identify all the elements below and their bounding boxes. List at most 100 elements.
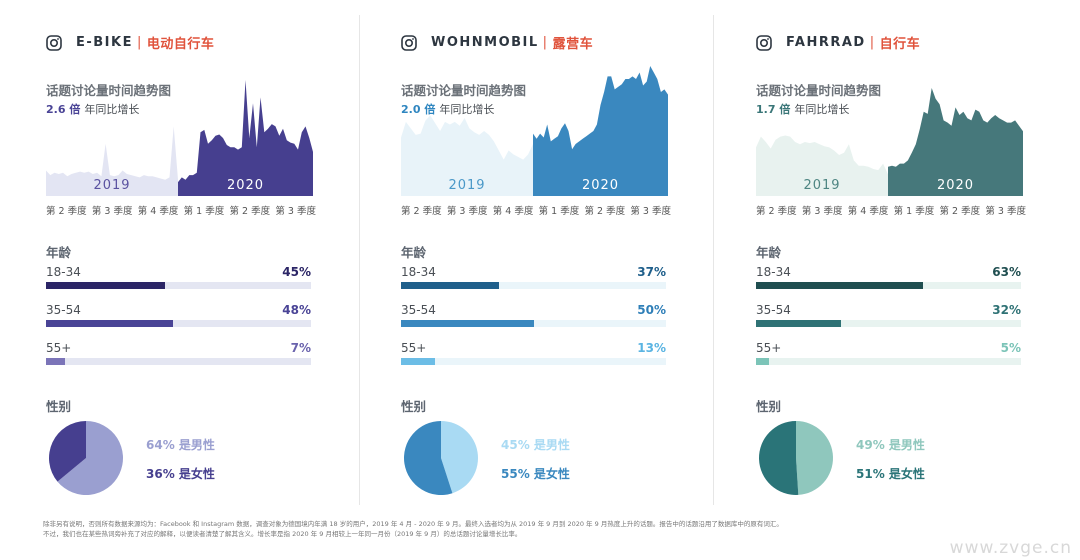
series-label-2020: 2020 — [582, 178, 619, 193]
pie-slice-female — [759, 421, 799, 495]
multiplier-label: 年同比增长 — [84, 103, 140, 116]
gender-legend-male: 49% 是男性 — [856, 438, 925, 452]
age-label: 55+ — [46, 341, 72, 355]
age-bar-track — [756, 358, 1021, 365]
panel-title: WOHNMOBIL | 露营车 — [401, 33, 593, 52]
instagram-icon — [401, 34, 417, 51]
age-label: 35-54 — [756, 303, 791, 317]
age-percent: 50% — [637, 303, 666, 317]
age-label: 18-34 — [401, 265, 436, 279]
x-tick-label: 第 1 季度 — [893, 206, 935, 217]
trend-title: 话题讨论量时间趋势图 — [401, 83, 527, 98]
x-tick-label: 第 1 季度 — [183, 206, 225, 217]
panel-title: E-BIKE | 电动自行车 — [46, 33, 214, 52]
age-label: 55+ — [401, 341, 427, 355]
age-percent: 37% — [637, 265, 666, 279]
panel-wohnmobil: WOHNMOBIL | 露营车 2019 2020 话题讨论量时间趋势图 2.0 倍年同比增… — [401, 0, 756, 500]
age-percent: 7% — [290, 341, 311, 355]
x-tick-label: 第 2 季度 — [756, 206, 797, 217]
x-tick-label: 第 3 季度 — [630, 206, 671, 217]
age-title: 年龄 — [401, 245, 427, 260]
title-cn: 自行车 — [879, 37, 921, 52]
series-label-2019: 2019 — [803, 178, 840, 193]
area-2020 — [533, 66, 668, 196]
age-percent: 5% — [1000, 341, 1021, 355]
instagram-icon — [46, 34, 62, 51]
x-tick-label: 第 3 季度 — [446, 206, 488, 217]
gender-pie-chart — [49, 421, 123, 495]
gender-title: 性别 — [46, 399, 72, 414]
age-label: 55+ — [756, 341, 782, 355]
gender-pie-chart — [404, 421, 478, 495]
gender-title: 性别 — [756, 399, 782, 414]
age-bar-fill — [756, 282, 923, 289]
x-tick-label: 第 4 季度 — [847, 206, 889, 217]
series-label-2019: 2019 — [448, 178, 485, 193]
gender-legend-female: 51% 是女性 — [856, 467, 925, 481]
yoy-growth: 2.6 倍年同比增长 — [46, 101, 139, 117]
gender-legend-male: 64% 是男性 — [146, 438, 215, 452]
pie-slice-male — [441, 421, 478, 494]
footnote-line-1: 除非另有说明，否则所有数据来源均为：Facebook 和 Instagram 数… — [43, 520, 783, 528]
title-en: FAHRRAD — [786, 35, 866, 50]
x-axis-labels: 第 2 季度第 3 季度第 4 季度第 1 季度第 2 季度第 3 季度 — [46, 203, 316, 217]
gender-pie-chart — [759, 421, 833, 495]
pie-slice-female — [49, 421, 86, 482]
gender-legend-male: 45% 是男性 — [501, 438, 570, 452]
gender-legend-female: 36% 是女性 — [146, 467, 215, 481]
footnote: 除非另有说明，否则所有数据来源均为：Facebook 和 Instagram 数… — [43, 519, 783, 539]
footnote-line-2: 不过，我们也在某些热词旁补充了对应的解释，以便读者清楚了解其含义。增长率是指 2… — [43, 530, 522, 538]
title-separator: | — [869, 35, 876, 50]
x-tick-label: 第 3 季度 — [275, 206, 316, 217]
area-2019 — [46, 126, 178, 196]
panel-title: FAHRRAD | 自行车 — [756, 33, 920, 52]
age-bar-fill — [401, 320, 534, 327]
divider — [359, 15, 360, 505]
age-bar-track — [756, 282, 1021, 289]
x-tick-label: 第 1 季度 — [538, 206, 580, 217]
age-label: 35-54 — [401, 303, 436, 317]
pie-slice-female — [404, 421, 453, 495]
age-percent: 13% — [637, 341, 666, 355]
age-bar-track — [401, 358, 666, 365]
area-2019 — [401, 115, 533, 196]
age-bar-track — [401, 282, 666, 289]
area-2020 — [178, 80, 313, 196]
series-label-2020: 2020 — [227, 178, 264, 193]
title-en: E-BIKE — [76, 35, 133, 50]
x-tick-label: 第 3 季度 — [801, 206, 843, 217]
title-cn: 露营车 — [552, 37, 594, 52]
instagram-icon — [756, 34, 772, 51]
multiplier-value: 2.6 倍 — [46, 103, 81, 116]
age-bar-track — [46, 282, 311, 289]
x-tick-label: 第 2 季度 — [229, 206, 271, 217]
x-tick-label: 第 3 季度 — [985, 206, 1026, 217]
age-label: 35-54 — [46, 303, 81, 317]
multiplier-label: 年同比增长 — [439, 103, 495, 116]
trend-area-chart: 2019 2020 — [401, 66, 668, 196]
trend-area-chart: 2019 2020 — [46, 80, 313, 196]
multiplier-label: 年同比增长 — [794, 103, 850, 116]
age-bar-fill — [46, 358, 65, 365]
age-bar-fill — [756, 358, 770, 365]
trend-title: 话题讨论量时间趋势图 — [756, 83, 882, 98]
x-tick-label: 第 4 季度 — [492, 206, 534, 217]
x-tick-label: 第 2 季度 — [401, 206, 442, 217]
age-label: 18-34 — [46, 265, 81, 279]
trend-area-chart: 2019 2020 — [756, 88, 1023, 196]
x-tick-label: 第 2 季度 — [584, 206, 626, 217]
pie-slice-male — [57, 421, 123, 495]
multiplier-value: 2.0 倍 — [401, 103, 436, 116]
age-bar-fill — [401, 282, 500, 289]
age-label: 18-34 — [756, 265, 791, 279]
trend-title: 话题讨论量时间趋势图 — [46, 83, 172, 98]
multiplier-value: 1.7 倍 — [756, 103, 791, 116]
x-tick-label: 第 4 季度 — [137, 206, 179, 217]
area-2020 — [888, 88, 1023, 196]
x-axis-labels: 第 2 季度第 3 季度第 4 季度第 1 季度第 2 季度第 3 季度 — [756, 203, 1026, 217]
series-label-2020: 2020 — [937, 178, 974, 193]
title-separator: | — [542, 35, 549, 50]
watermark: www.zvge.cn — [949, 538, 1072, 558]
age-bar-fill — [401, 358, 436, 365]
panel-e-bike: E-BIKE | 电动自行车 2019 2020 话题讨论量时间趋势图 2.6 倍年同比增长… — [46, 0, 401, 500]
